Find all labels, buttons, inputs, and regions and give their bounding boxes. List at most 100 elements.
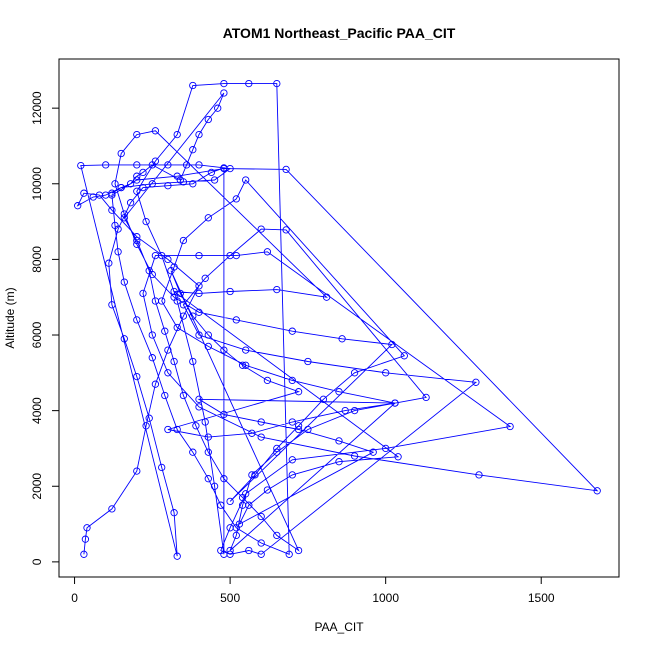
data-point xyxy=(126,199,135,207)
data-point xyxy=(108,505,116,513)
data-point xyxy=(195,331,203,339)
data-point xyxy=(257,418,265,426)
data-point xyxy=(220,346,228,354)
data-point xyxy=(195,161,203,169)
data-point xyxy=(133,236,141,245)
data-point xyxy=(472,378,480,386)
data-point xyxy=(164,369,172,377)
y-tick-label: 2000 xyxy=(30,473,44,500)
data-point xyxy=(319,395,328,403)
data-point xyxy=(335,388,343,396)
data-point xyxy=(285,550,293,558)
data-point xyxy=(179,391,188,400)
data-point xyxy=(294,425,303,434)
data-point xyxy=(226,550,234,558)
data-point xyxy=(151,380,160,388)
data-point xyxy=(195,289,203,298)
data-point xyxy=(382,444,390,453)
data-point xyxy=(294,422,303,430)
data-point xyxy=(102,161,110,169)
series-line xyxy=(76,83,599,557)
data-point xyxy=(151,297,160,305)
data-point xyxy=(263,376,272,385)
data-point xyxy=(120,278,128,286)
data-point xyxy=(173,552,181,560)
data-point xyxy=(111,180,119,188)
series-points xyxy=(74,79,601,560)
data-point xyxy=(81,535,90,543)
data-point xyxy=(220,164,228,173)
data-point xyxy=(273,444,281,453)
data-point xyxy=(176,289,184,298)
data-point xyxy=(80,550,88,558)
data-point xyxy=(273,448,281,456)
data-point xyxy=(182,161,191,169)
data-point xyxy=(161,391,169,400)
data-point xyxy=(257,539,265,547)
data-point xyxy=(133,187,141,195)
data-point xyxy=(210,482,219,490)
data-point xyxy=(126,180,135,188)
data-point xyxy=(245,546,253,555)
data-point xyxy=(108,206,116,214)
data-point xyxy=(282,226,290,234)
data-point xyxy=(161,327,169,335)
data-point xyxy=(335,458,343,466)
data-point xyxy=(111,221,119,230)
data-point xyxy=(288,327,296,335)
data-point xyxy=(248,429,256,437)
data-point xyxy=(195,282,203,290)
y-tick-label: 12000 xyxy=(30,91,44,125)
data-point xyxy=(195,403,203,411)
data-point xyxy=(391,399,399,407)
data-point xyxy=(204,331,212,339)
data-point xyxy=(238,493,247,502)
data-point xyxy=(189,81,197,90)
data-point xyxy=(263,486,272,494)
data-point xyxy=(238,361,247,369)
data-point xyxy=(148,161,156,169)
data-point xyxy=(201,418,209,426)
y-tick-label: 6000 xyxy=(30,321,44,348)
data-point xyxy=(167,267,175,275)
data-point xyxy=(217,546,225,555)
data-point xyxy=(151,251,160,260)
data-point xyxy=(338,335,346,343)
data-point xyxy=(335,437,343,445)
y-tick-label: 10000 xyxy=(30,167,44,201)
x-tick-label: 1000 xyxy=(372,591,399,605)
data-point xyxy=(189,146,197,154)
data-point xyxy=(304,425,312,434)
data-point xyxy=(322,293,331,301)
y-axis-label: Altitude (m) xyxy=(3,287,17,348)
data-point xyxy=(273,285,281,294)
data-point xyxy=(400,352,408,360)
data-point xyxy=(117,183,125,192)
data-point xyxy=(133,316,141,324)
data-point xyxy=(350,452,359,460)
data-point xyxy=(294,388,303,396)
data-point xyxy=(108,191,116,199)
data-point xyxy=(133,233,141,241)
data-point xyxy=(120,214,128,222)
data-point xyxy=(89,193,97,201)
data-point xyxy=(195,251,203,260)
data-point xyxy=(251,471,259,479)
data-point xyxy=(120,335,128,343)
data-point xyxy=(226,524,234,532)
data-point xyxy=(388,340,396,349)
data-point xyxy=(173,130,181,139)
data-point xyxy=(207,168,216,177)
data-point xyxy=(226,497,234,506)
data-point xyxy=(148,331,156,339)
data-point xyxy=(232,195,240,203)
x-tick-label: 1500 xyxy=(528,591,555,605)
data-point xyxy=(164,161,172,169)
y-tick-label: 0 xyxy=(30,558,44,565)
data-point xyxy=(220,89,228,97)
data-point xyxy=(350,406,359,415)
data-point xyxy=(173,323,181,332)
data-point xyxy=(139,183,147,192)
data-point xyxy=(394,453,402,461)
